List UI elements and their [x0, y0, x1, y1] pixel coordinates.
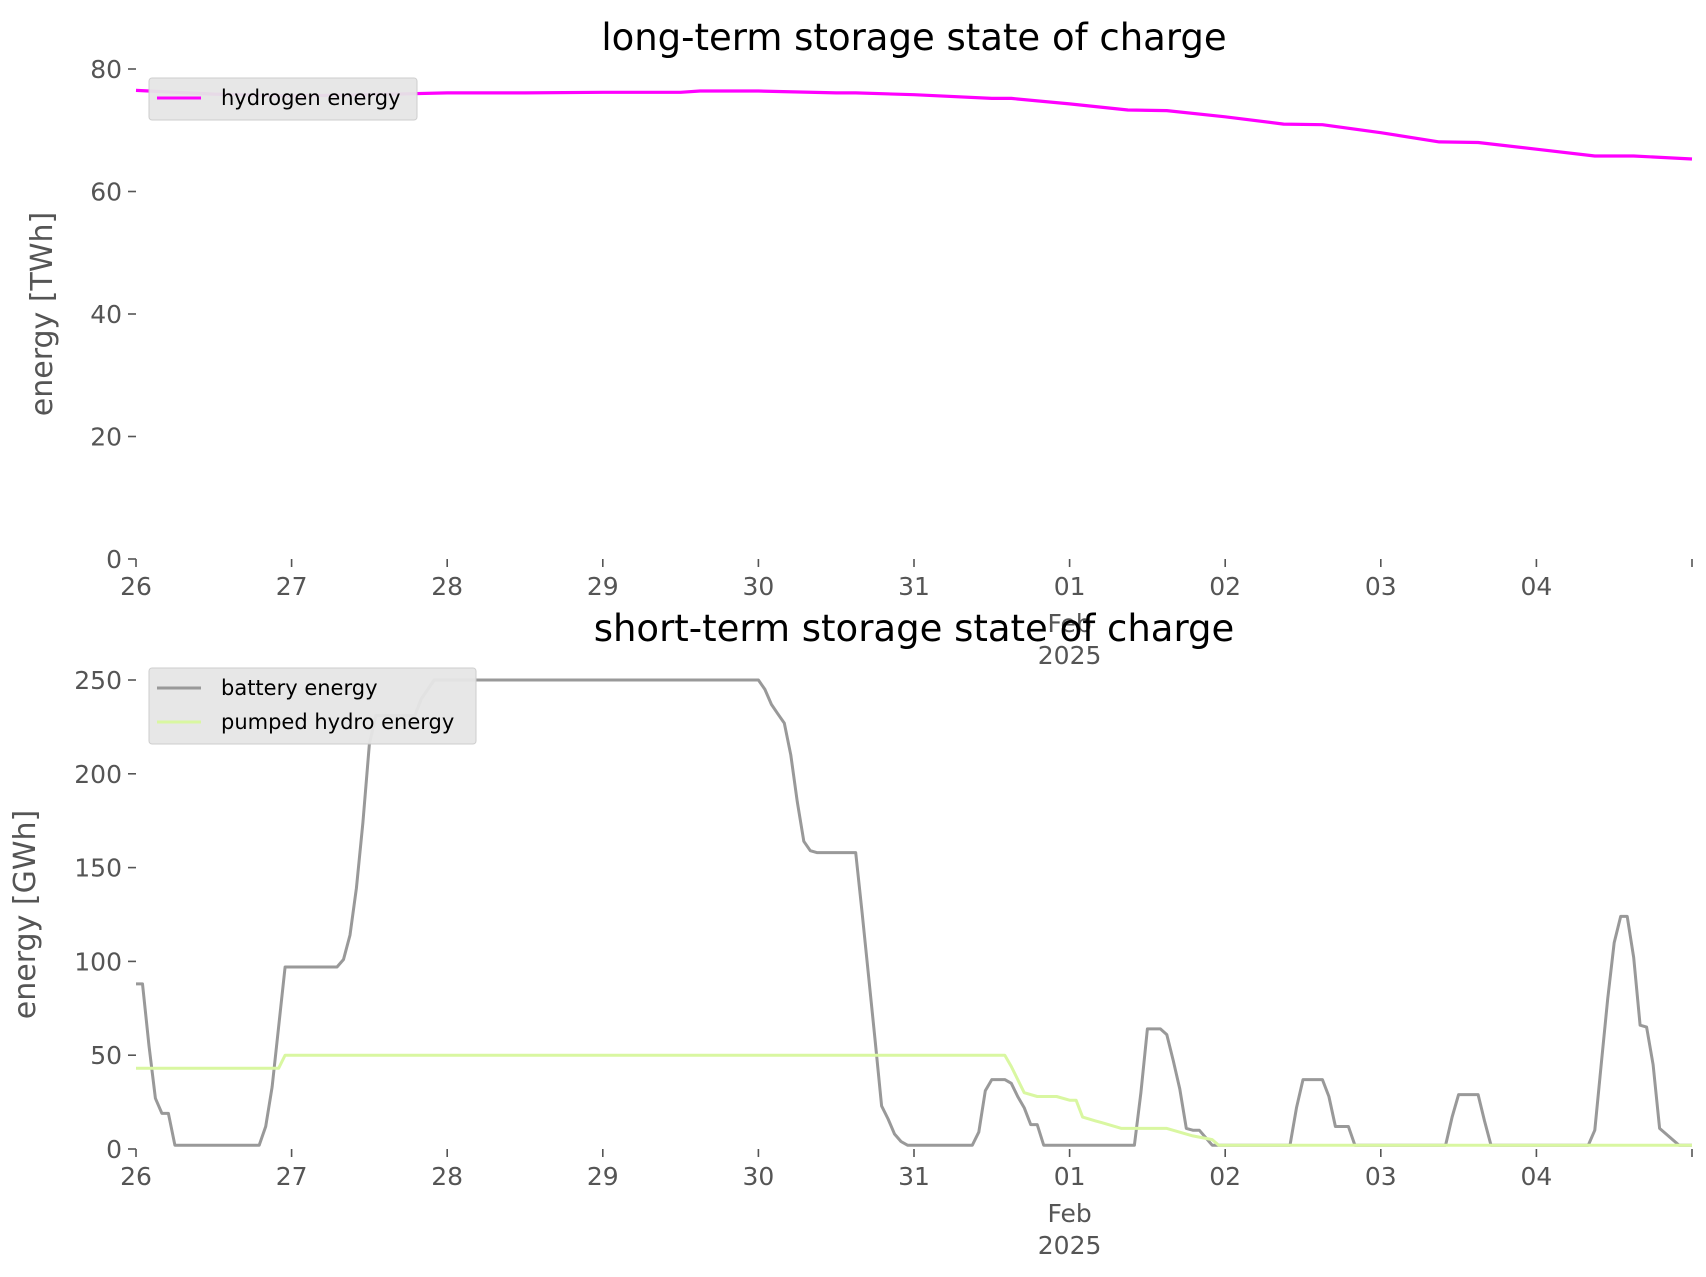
x-tick-label: 27	[276, 1162, 308, 1191]
x-tick-label: 01	[1054, 1162, 1086, 1191]
chart-title: long-term storage state of charge	[601, 16, 1226, 59]
x-tick-label: 31	[898, 572, 930, 601]
x-tick-label: 30	[742, 1162, 774, 1191]
y-tick-label: 80	[90, 55, 122, 84]
x-tick-label: 29	[587, 1162, 619, 1191]
y-tick-label: 20	[90, 423, 122, 452]
y-axis-label: energy [TWh]	[25, 212, 60, 416]
y-tick-label: 50	[90, 1041, 122, 1070]
y-tick-label: 40	[90, 300, 122, 329]
y-tick-label: 250	[74, 666, 122, 695]
y-tick-label: 200	[74, 760, 122, 789]
x-tick-label: 02	[1209, 572, 1241, 601]
x-tick-label: 03	[1365, 572, 1397, 601]
x-tick-label: 03	[1365, 1162, 1397, 1191]
x-tick-label: 30	[742, 572, 774, 601]
series-line-hydrogen-energy	[135, 88, 1693, 161]
x-tick-label: 31	[898, 1162, 930, 1191]
x-tick-sublabel: Feb 2025	[1038, 1199, 1102, 1260]
x-tick-label: 02	[1209, 1162, 1241, 1191]
y-tick-label: 0	[106, 1135, 122, 1164]
short-term-chart: short-term storage state of charge energy…	[8, 607, 1693, 1260]
y-tick-label: 150	[74, 854, 122, 883]
x-tick-label: 04	[1520, 572, 1552, 601]
legend: hydrogen energy	[148, 77, 418, 121]
x-tick-sublabel: Feb 2025	[1038, 609, 1102, 670]
x-tick-label: 01	[1054, 572, 1086, 601]
legend-label: hydrogen energy	[221, 86, 401, 110]
legend-box	[148, 667, 477, 745]
legend-box	[148, 77, 418, 121]
chart-title: short-term storage state of charge	[594, 607, 1235, 650]
x-tick-label: 27	[276, 572, 308, 601]
x-tick-label: 04	[1520, 1162, 1552, 1191]
legend: battery energy pumped hydro energy	[148, 667, 477, 745]
y-tick-label: 100	[74, 947, 122, 976]
x-tick-label: 28	[431, 1162, 463, 1191]
x-tick-label: 28	[431, 572, 463, 601]
y-tick-label: 0	[106, 545, 122, 574]
y-tick-label: 60	[90, 178, 122, 207]
legend-label: pumped hydro energy	[221, 710, 454, 734]
x-tick-label: 26	[120, 572, 152, 601]
x-tick-label: 29	[587, 572, 619, 601]
legend-label: battery energy	[221, 676, 378, 700]
long-term-chart: long-term storage state of charge energy …	[25, 16, 1693, 670]
series-line-pumped-hydro-energy	[136, 1053, 1692, 1147]
series-line-battery-energy	[136, 678, 1692, 1147]
y-axis-label: energy [GWh]	[8, 810, 43, 1019]
x-tick-label: 26	[120, 1162, 152, 1191]
